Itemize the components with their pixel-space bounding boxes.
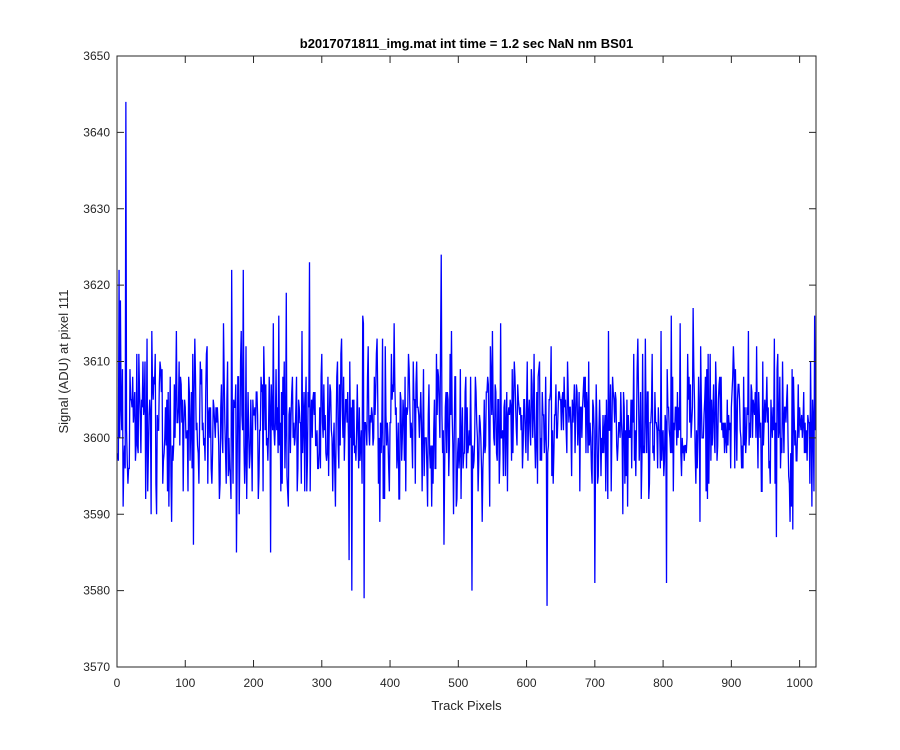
plot-area (117, 56, 816, 667)
y-tick-label: 3640 (83, 125, 110, 139)
y-tick-label: 3580 (83, 584, 110, 598)
y-tick-label: 3620 (83, 278, 110, 292)
y-axis-label: Signal (ADU) at pixel 111 (56, 289, 71, 433)
x-tick-label: 1000 (786, 676, 813, 690)
x-tick-label: 500 (448, 676, 468, 690)
x-tick-label: 0 (114, 676, 121, 690)
x-tick-label: 300 (312, 676, 332, 690)
x-tick-label: 400 (380, 676, 400, 690)
y-tick-label: 3650 (83, 49, 110, 63)
series-line (117, 101, 816, 606)
x-tick-label: 200 (244, 676, 264, 690)
y-tick-label: 3590 (83, 507, 110, 521)
chart-title: b2017071811_img.mat int time = 1.2 sec N… (300, 36, 633, 51)
y-tick-label: 3600 (83, 431, 110, 445)
x-tick-label: 800 (653, 676, 673, 690)
x-axis-label: Track Pixels (431, 698, 502, 713)
y-tick-label: 3630 (83, 202, 110, 216)
x-tick-label: 100 (175, 676, 195, 690)
x-tick-label: 700 (585, 676, 605, 690)
y-tick-label: 3610 (83, 355, 110, 369)
x-tick-label: 900 (721, 676, 741, 690)
y-tick-label: 3570 (83, 660, 110, 674)
x-tick-label: 600 (517, 676, 537, 690)
